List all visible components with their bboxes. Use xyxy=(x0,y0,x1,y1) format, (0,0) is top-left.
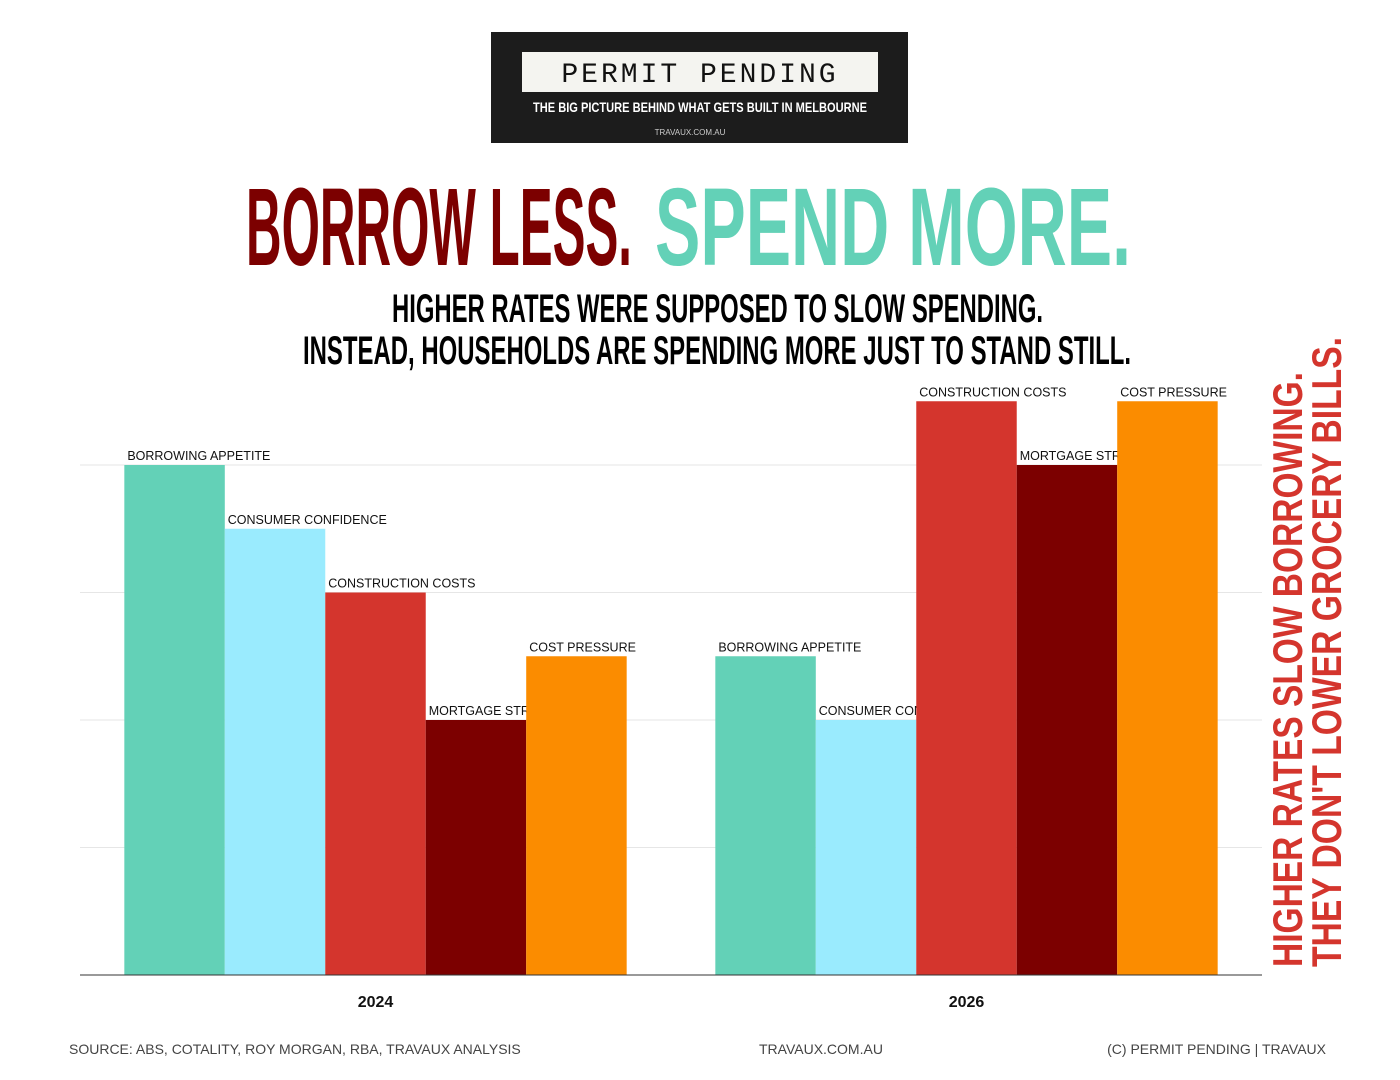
bar-label: CONSUMER CONFIDENCE xyxy=(228,513,387,527)
bar xyxy=(124,465,225,975)
x-tick-label: 2024 xyxy=(358,994,394,1011)
source: SOURCE: ABS, COTALITY, ROY MORGAN, RBA, … xyxy=(69,1041,521,1057)
bar-label: COST PRESSURE xyxy=(529,640,636,654)
footer-url: TRAVAUX.COM.AU xyxy=(759,1041,883,1057)
bar-label: MORTGAGE STRESS xyxy=(1020,449,1146,463)
bar xyxy=(224,528,326,975)
bar xyxy=(715,656,816,975)
side-note: THEY DON'T LOWER GROCERY BILLS. xyxy=(1303,337,1350,967)
title-part: BORROW LESS. xyxy=(246,166,632,289)
x-tick-label: 2026 xyxy=(949,994,985,1011)
copyright: (C) PERMIT PENDING | TRAVAUX xyxy=(1107,1041,1327,1057)
bar-label: COST PRESSURE xyxy=(1120,385,1227,399)
bar xyxy=(916,401,1017,975)
subtitle: HIGHER RATES WERE SUPPOSED TO SLOW SPEND… xyxy=(392,287,1043,331)
header-url: TRAVAUX.COM.AU xyxy=(655,128,726,137)
bar xyxy=(526,656,627,975)
bar xyxy=(815,720,917,975)
bar-label: BORROWING APPETITE xyxy=(718,640,861,654)
header-label-box xyxy=(522,52,878,92)
side-note: HIGHER RATES SLOW BORROWING. xyxy=(1264,372,1311,967)
bar-label: MORTGAGE STRESS xyxy=(429,704,555,718)
header-tagline: THE BIG PICTURE BEHIND WHAT GETS BUILT I… xyxy=(533,99,867,115)
bar xyxy=(1117,401,1218,975)
bar-label: CONSTRUCTION COSTS xyxy=(328,577,475,591)
bar xyxy=(1016,465,1118,975)
bar xyxy=(425,720,527,975)
header-title: PERMIT PENDING xyxy=(561,60,838,91)
bar-label: BORROWING APPETITE xyxy=(127,449,270,463)
bar xyxy=(325,592,426,975)
subtitle: INSTEAD, HOUSEHOLDS ARE SPENDING MORE JU… xyxy=(303,329,1131,373)
title-part: SPEND MORE. xyxy=(655,166,1131,289)
bar-label: CONSTRUCTION COSTS xyxy=(919,385,1066,399)
